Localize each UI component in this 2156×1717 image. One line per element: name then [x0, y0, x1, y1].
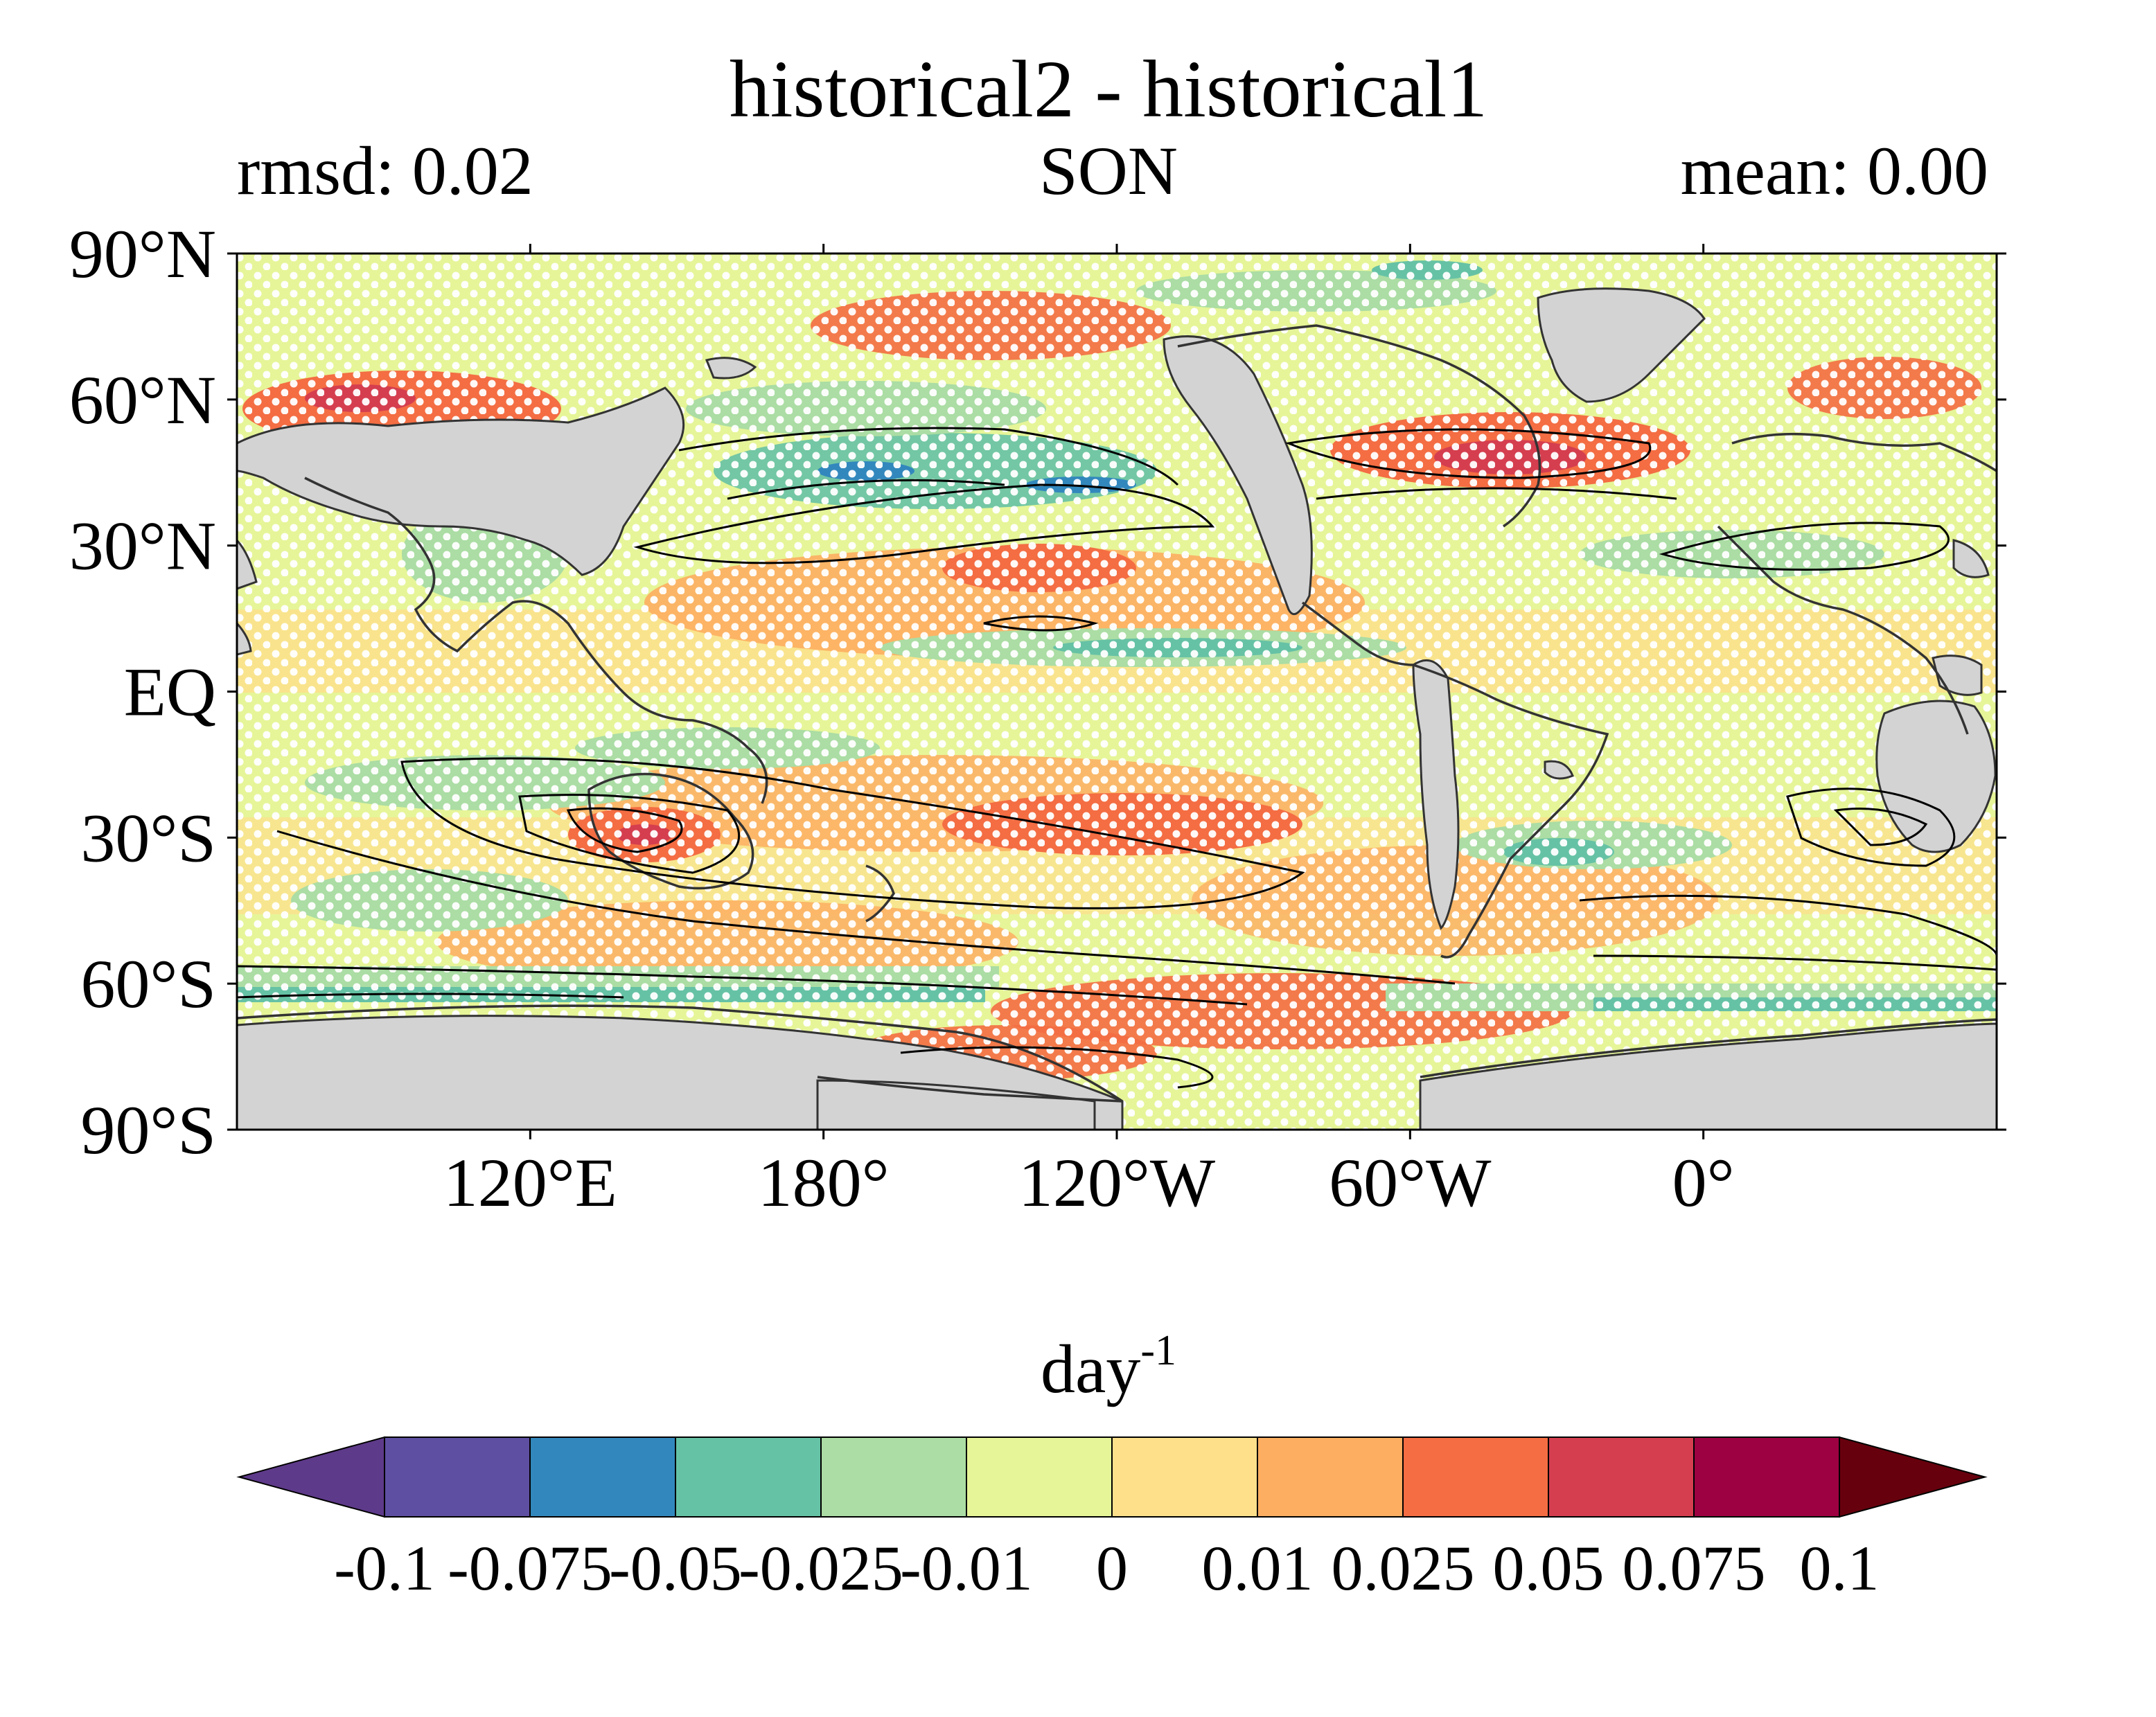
colorbar-tick-label: 0.05	[1493, 1533, 1605, 1603]
colorbar-cell	[1548, 1436, 1695, 1518]
colorbar-tick-label: -0.1	[334, 1533, 435, 1603]
lat-tick-label: 30°N	[69, 508, 216, 585]
colorbar-cell	[966, 1436, 1113, 1518]
lon-tick-label: 120°E	[443, 1144, 617, 1221]
land-masses	[237, 287, 1997, 1130]
colorbar-tick-label: -0.01	[900, 1533, 1033, 1603]
lon-tick-label: 120°W	[1018, 1144, 1216, 1221]
lon-tick-label: 60°W	[1329, 1144, 1492, 1221]
colorbar-tick-label: -0.075	[448, 1533, 612, 1603]
colorbar-tick-labels: -0.1 -0.075-0.05-0.025-0.01 0 0.01 0.025 0.05…	[334, 1533, 1879, 1603]
figure-title: historical2 - historical1	[730, 44, 1488, 134]
coastlines	[237, 324, 1997, 1103]
colorbar-cell	[529, 1436, 676, 1518]
colorbar-cell	[1111, 1436, 1258, 1518]
lat-tick-label: 60°S	[80, 945, 216, 1022]
colorbar-tick-label: 0.1	[1800, 1533, 1880, 1603]
contour-lines	[237, 427, 1997, 1089]
colorbar	[236, 1436, 1988, 1518]
colorbar-cell	[1257, 1436, 1404, 1518]
season-label: SON	[1039, 132, 1178, 209]
colorbar-cell	[384, 1436, 531, 1518]
mean-label: mean: 0.00	[1681, 132, 1988, 209]
lat-tick-label: 30°S	[80, 799, 216, 876]
lat-tick-label: 60°N	[69, 362, 216, 438]
longitude-axis: 120°E 180° 120°W 60°W 0°	[443, 244, 1735, 1221]
latitude-axis: 90°N 60°N 30°N EQ 30°S 60°S 90°S	[69, 215, 2006, 1168]
colorbar-under-extension	[236, 1436, 385, 1518]
rmsd-label: rmsd: 0.02	[237, 132, 533, 209]
lat-tick-label: EQ	[124, 654, 216, 731]
colorbar-cell	[675, 1436, 822, 1518]
colorbar-tick-label: 0.075	[1623, 1533, 1766, 1603]
lon-tick-label: 180°	[758, 1144, 890, 1221]
colorbar-cell	[1402, 1436, 1549, 1518]
colorbar-over-extension	[1839, 1436, 1988, 1518]
colorbar-tick-label: 0.025	[1332, 1533, 1475, 1603]
colorbar-label: day-1	[1041, 1327, 1176, 1407]
lat-tick-label: 90°N	[69, 215, 216, 292]
colorbar-cell	[820, 1436, 967, 1518]
lat-tick-label: 90°S	[80, 1092, 216, 1168]
colorbar-tick-label: 0	[1096, 1533, 1128, 1603]
lon-tick-label: 0°	[1672, 1144, 1735, 1221]
colorbar-tick-label: 0.01	[1202, 1533, 1314, 1603]
colorbar-cell	[1693, 1436, 1840, 1518]
colorbar-tick-label: -0.025	[739, 1533, 903, 1603]
significance-stippling	[237, 253, 1997, 1130]
colorbar-tick-label: -0.05	[609, 1533, 742, 1603]
map-panel	[237, 253, 1997, 1130]
